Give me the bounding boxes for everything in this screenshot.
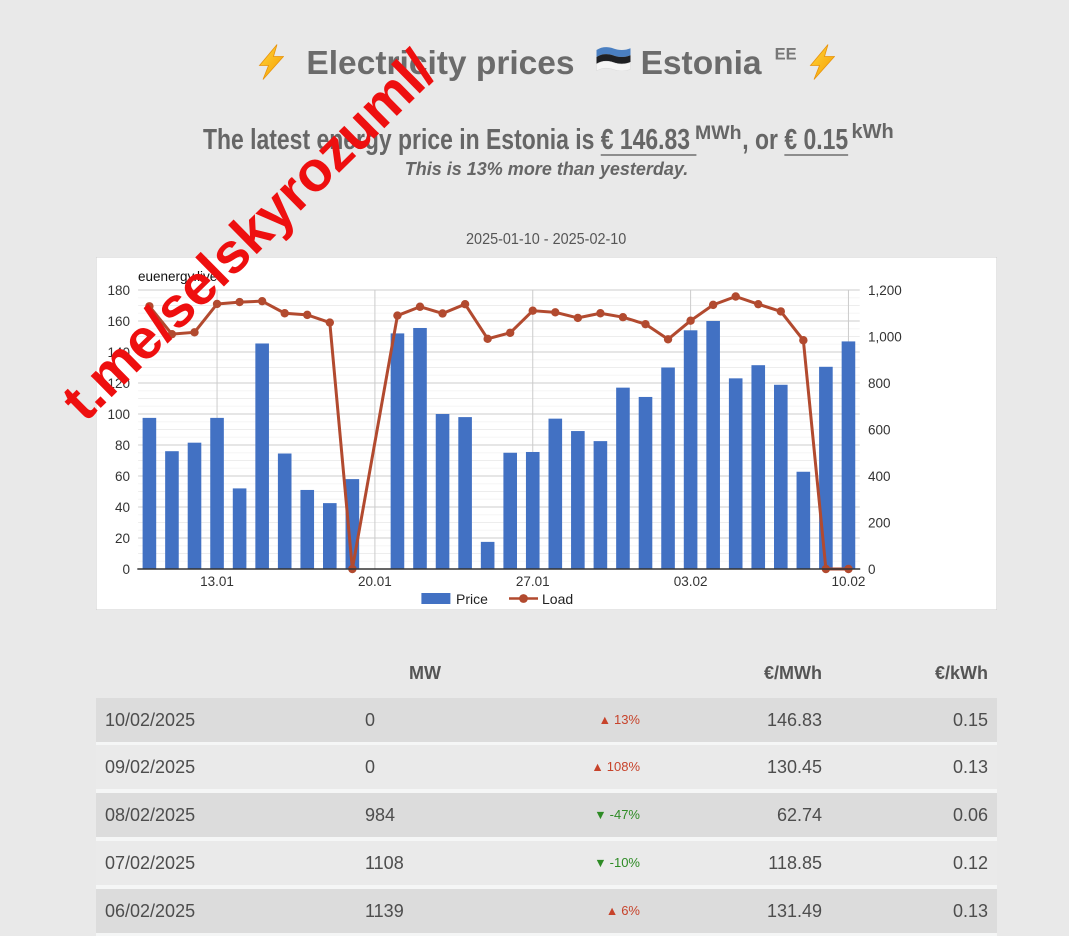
svg-text:13.01: 13.01 — [200, 574, 234, 589]
svg-text:160: 160 — [107, 314, 130, 329]
svg-text:0: 0 — [122, 562, 130, 577]
svg-text:600: 600 — [868, 422, 891, 437]
svg-text:27.01: 27.01 — [516, 574, 550, 589]
svg-text:Price: Price — [456, 591, 488, 607]
svg-text:20.01: 20.01 — [358, 574, 392, 589]
svg-text:20: 20 — [115, 531, 130, 546]
svg-text:euenergy.live: euenergy.live — [138, 269, 217, 284]
svg-text:1,200: 1,200 — [868, 283, 902, 298]
svg-text:800: 800 — [868, 376, 891, 391]
svg-text:03.02: 03.02 — [674, 574, 708, 589]
svg-text:200: 200 — [868, 515, 891, 530]
svg-text:40: 40 — [115, 500, 130, 515]
svg-text:180: 180 — [107, 283, 130, 298]
svg-text:400: 400 — [868, 469, 891, 484]
svg-text:100: 100 — [107, 407, 130, 422]
svg-text:Load: Load — [542, 591, 573, 607]
svg-text:0: 0 — [868, 562, 876, 577]
svg-text:60: 60 — [115, 469, 130, 484]
svg-text:140: 140 — [107, 345, 130, 360]
svg-text:80: 80 — [115, 438, 130, 453]
svg-text:120: 120 — [107, 376, 130, 391]
svg-text:10.02: 10.02 — [832, 574, 866, 589]
svg-text:1,000: 1,000 — [868, 329, 902, 344]
